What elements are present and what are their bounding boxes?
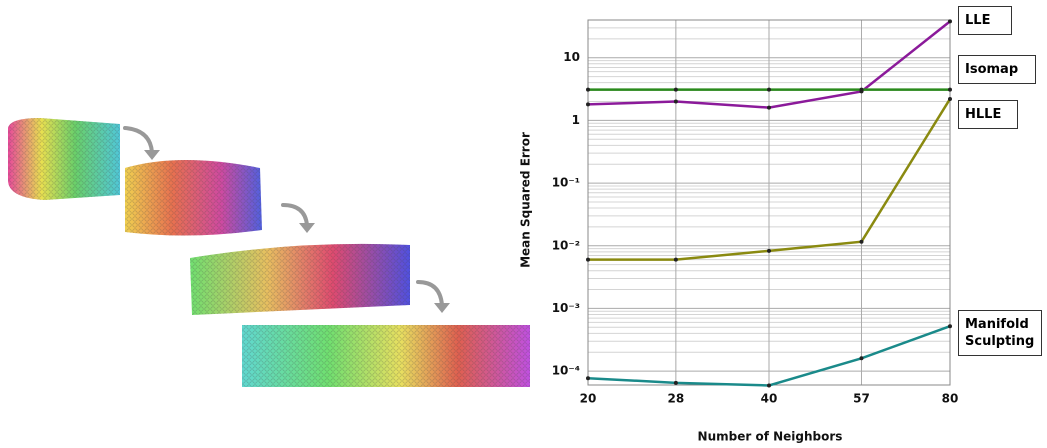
x-tick-label: 40: [761, 392, 778, 406]
legend-entry: Manifold Sculpting: [958, 310, 1042, 356]
y-tick-label: 10⁻²: [552, 238, 580, 252]
x-tick-label: 20: [580, 392, 597, 406]
data-point: [767, 105, 771, 110]
y-tick-label: 1: [572, 113, 580, 127]
x-tick-label: 80: [942, 392, 959, 406]
data-point: [586, 87, 590, 92]
data-point: [767, 383, 771, 388]
x-tick-label: 57: [853, 392, 870, 406]
data-point: [586, 376, 590, 381]
data-point: [673, 87, 678, 92]
data-point: [948, 96, 952, 101]
data-point: [586, 102, 590, 107]
data-point: [948, 19, 952, 24]
data-point: [859, 87, 864, 92]
y-tick-label: 10⁻¹: [552, 176, 580, 190]
data-point: [673, 380, 678, 385]
y-axis-title: Mean Squared Error: [519, 132, 533, 268]
data-point: [767, 248, 771, 253]
illustration: [8, 118, 530, 387]
legend-entry: HLLE: [958, 100, 1018, 129]
data-point: [948, 87, 952, 92]
y-tick-label: 10⁻³: [552, 301, 580, 315]
x-tick-label: 28: [668, 392, 685, 406]
data-point: [859, 239, 864, 244]
data-point: [859, 356, 864, 361]
data-point: [673, 257, 678, 262]
data-point: [586, 257, 590, 262]
data-point: [948, 324, 952, 329]
data-point: [673, 99, 678, 104]
legend-entry: Isomap: [958, 55, 1036, 84]
data-point: [767, 87, 771, 92]
y-tick-label: 10⁻⁴: [552, 364, 580, 378]
y-tick-label: 10: [563, 50, 580, 64]
x-axis-title: Number of Neighbors: [698, 430, 843, 444]
legend-entry: LLE: [958, 6, 1012, 35]
